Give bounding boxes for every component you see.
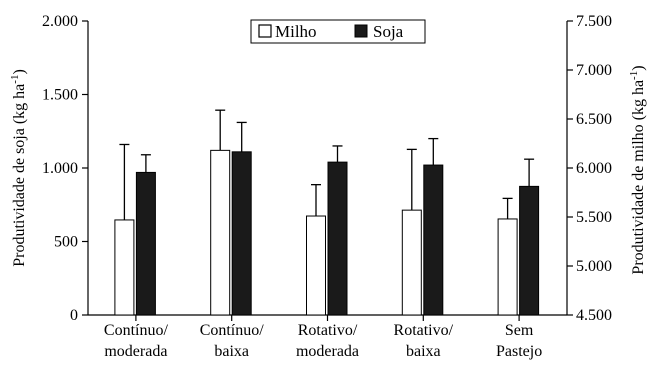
legend-box	[250, 19, 426, 44]
y-tick-label-left: 2.000	[42, 13, 78, 30]
axis-labels: Produtividade de soja (kg ha-1) Produtiv…	[9, 65, 647, 274]
x-tick-label: Contínuo/baixa	[200, 322, 265, 360]
bar-soja	[231, 151, 252, 316]
y-tick-label-right: 4.500	[576, 307, 612, 324]
bar-soja	[135, 171, 156, 316]
y-tick-label-right: 6.500	[576, 111, 612, 128]
bar-soja	[327, 161, 348, 316]
bar-milho	[210, 149, 231, 316]
bar-milho	[497, 218, 518, 316]
x-tick-label: Sem Pastejo	[496, 322, 542, 360]
y-tick-label-right: 7.500	[576, 13, 612, 30]
bar-milho	[401, 209, 422, 316]
y-tick-label-right: 5.000	[576, 258, 612, 275]
legend-label-milho: Milho	[275, 22, 317, 41]
y-tick-label-left: 1.000	[42, 160, 78, 177]
bar-soja	[519, 185, 540, 316]
y-tick-label-right: 5.500	[576, 209, 612, 226]
legend-label-soja: Soja	[373, 22, 404, 41]
legend-swatch-milho	[258, 24, 272, 38]
x-tick-label: Rotativo/moderada	[296, 322, 359, 360]
y-tick-label-left: 500	[54, 234, 78, 251]
axes: 0 500 1.000 1.500 2.000 4.500 5.000 5.500 6.000 6…	[42, 13, 612, 360]
x-tick-label: Contínuo/moderada	[104, 322, 169, 360]
y-tick-label-right: 7.000	[576, 62, 612, 79]
y-tick-label-left: 0	[70, 307, 78, 324]
y-axis-label-left: Produtividade de soja (kg ha-1)	[9, 69, 28, 267]
bar-milho	[114, 219, 135, 316]
bar-milho	[306, 215, 326, 316]
legend: Milho Soja	[250, 19, 426, 44]
x-tick-label: Rotativo/baixa	[394, 322, 454, 360]
y-tick-label-left: 1.500	[42, 87, 78, 104]
y-tick-label-right: 6.000	[576, 160, 612, 177]
bars	[114, 109, 540, 316]
bar-soja	[423, 164, 444, 316]
legend-swatch-soja	[354, 24, 368, 38]
y-axis-label-right: Produtividade de milho (kg ha-1)	[628, 65, 647, 274]
